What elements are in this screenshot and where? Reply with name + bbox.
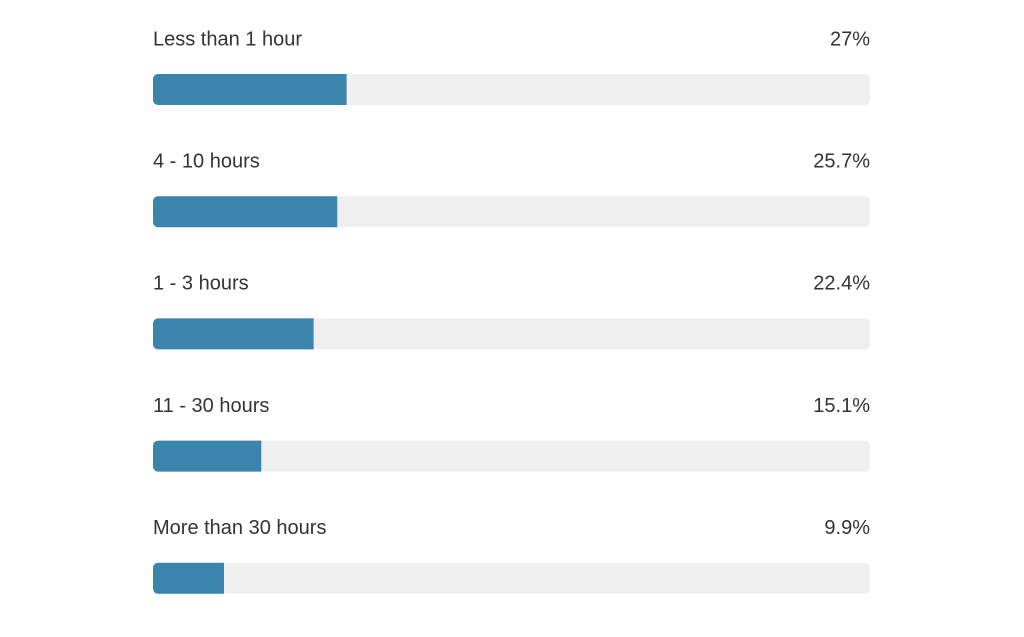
option-label: 1 - 3 hours	[153, 273, 249, 295]
bar	[153, 318, 314, 350]
option-label: More than 30 hours	[153, 517, 326, 539]
bar	[153, 562, 224, 594]
value-label: 9.9%	[824, 517, 870, 539]
value-label: 15.1%	[813, 395, 870, 417]
bar	[153, 74, 347, 105]
bar-track	[153, 318, 870, 350]
option-label: 4 - 10 hours	[153, 150, 260, 172]
bar	[153, 440, 262, 472]
bar-track	[153, 562, 870, 594]
option-label: Less than 1 hour	[153, 28, 302, 50]
value-label: 25.7%	[813, 150, 870, 172]
value-label: 27%	[830, 28, 870, 50]
bar	[153, 196, 338, 228]
option-label: 11 - 30 hours	[153, 395, 269, 417]
value-label: 22.4%	[813, 273, 870, 295]
bar-track	[153, 440, 870, 472]
